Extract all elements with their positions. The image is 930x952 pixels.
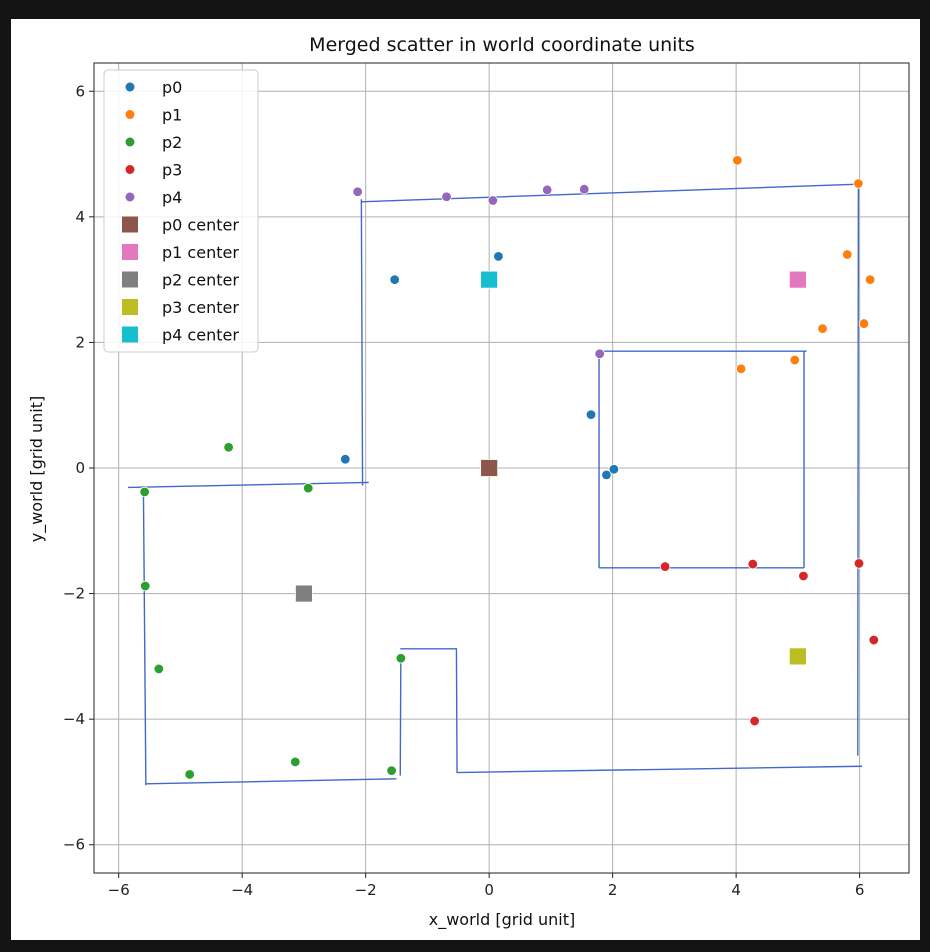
y-tick-label: 0 [75, 459, 85, 477]
legend-marker-p1-center [122, 244, 138, 260]
data-point-p4 [579, 184, 590, 195]
data-point-p2 [395, 653, 407, 664]
figure: Merged scatter in world coordinate units… [11, 19, 920, 940]
legend-box [103, 69, 259, 353]
outline-segment [360, 183, 859, 203]
legend-marker-p3 [125, 165, 135, 174]
x-tick-label: 0 [484, 881, 494, 899]
data-point-p4 [487, 195, 499, 206]
x-tick-label: 4 [731, 881, 741, 899]
data-point-p2 [139, 486, 150, 498]
center-marker-p3 [788, 647, 807, 666]
plot-frame [93, 62, 910, 874]
data-point-p1 [853, 178, 864, 189]
y-axis-label: y_world [grid unit] [27, 396, 47, 543]
outline-segment [857, 179, 860, 756]
legend-label: p2 center [162, 271, 239, 290]
data-point-p0 [389, 274, 400, 285]
x-tick-label: −4 [231, 881, 253, 899]
data-point-p2 [303, 482, 314, 494]
data-point-p2 [140, 580, 151, 592]
data-point-p1 [732, 155, 743, 166]
data-point-p1 [817, 323, 828, 334]
data-point-p3 [749, 715, 760, 727]
y-tick-label: 6 [75, 82, 85, 100]
data-point-p0 [601, 469, 612, 481]
data-point-p1 [858, 318, 870, 329]
data-point-p0 [340, 454, 351, 465]
legend-label: p1 center [162, 243, 239, 262]
outline-segment [455, 648, 458, 773]
center-marker-p2 [295, 584, 313, 603]
data-point-p1 [789, 354, 800, 366]
chart-title: Merged scatter in world coordinate units [309, 34, 695, 56]
y-tick-label: 2 [75, 333, 85, 351]
x-tick-label: −2 [355, 881, 377, 899]
outline-segment [142, 486, 147, 786]
data-point-p4 [441, 191, 452, 202]
legend-label: p0 [162, 78, 182, 97]
legend-label: p3 [162, 161, 182, 180]
data-point-p1 [864, 274, 876, 285]
scatter-chart: Merged scatter in world coordinate units… [27, 34, 910, 930]
y-tick-label: −2 [63, 585, 85, 603]
legend-marker-p4 [125, 192, 135, 202]
legend-label: p3 center [162, 298, 239, 317]
x-tick-label: 2 [608, 881, 618, 899]
center-marker-p1 [788, 270, 807, 289]
outline-segment [127, 481, 369, 489]
x-tick-label: −6 [108, 881, 130, 899]
outline-segment [456, 765, 863, 774]
data-point-p4 [594, 348, 605, 359]
outline-segment [145, 778, 397, 785]
data-point-p4 [541, 184, 553, 196]
legend-label: p1 [162, 106, 182, 125]
data-point-p2 [153, 663, 165, 675]
legend-marker-p2-center [122, 271, 138, 288]
data-point-p3 [868, 634, 880, 646]
center-marker-p4 [480, 270, 499, 289]
legend-marker-p0 [125, 82, 135, 92]
legend-marker-p0-center [122, 216, 138, 233]
outline-segment [360, 199, 364, 486]
y-tick-label: −6 [63, 836, 85, 854]
legend-marker-p1 [125, 110, 135, 119]
legend-marker-p4-center [122, 326, 138, 343]
data-point-p4 [352, 186, 363, 197]
legend-label: p4 center [162, 326, 239, 345]
data-point-p1 [735, 363, 747, 374]
x-tick-label: 6 [855, 881, 865, 899]
data-point-p3 [798, 570, 809, 582]
y-tick-label: 4 [75, 208, 85, 226]
data-point-p2 [290, 756, 301, 768]
data-point-p3 [659, 561, 671, 572]
data-point-p0 [608, 464, 620, 475]
data-point-p0 [493, 251, 504, 262]
legend-label: p4 [162, 188, 182, 207]
legend-label: p0 center [162, 216, 239, 235]
x-axis-label: x_world [grid unit] [429, 910, 576, 930]
data-point-p3 [853, 558, 865, 569]
center-marker-p0 [480, 459, 499, 477]
data-point-p0 [585, 409, 597, 420]
outline-segment [399, 654, 402, 776]
data-point-p2 [386, 765, 397, 776]
legend-marker-p2 [125, 137, 135, 147]
data-point-p3 [747, 558, 758, 570]
data-point-p2 [184, 769, 195, 780]
legend-label: p2 [162, 133, 182, 152]
legend-marker-p3-center [122, 299, 138, 315]
data-point-p2 [223, 442, 234, 453]
data-point-p1 [842, 249, 853, 260]
y-tick-label: −4 [63, 710, 85, 728]
